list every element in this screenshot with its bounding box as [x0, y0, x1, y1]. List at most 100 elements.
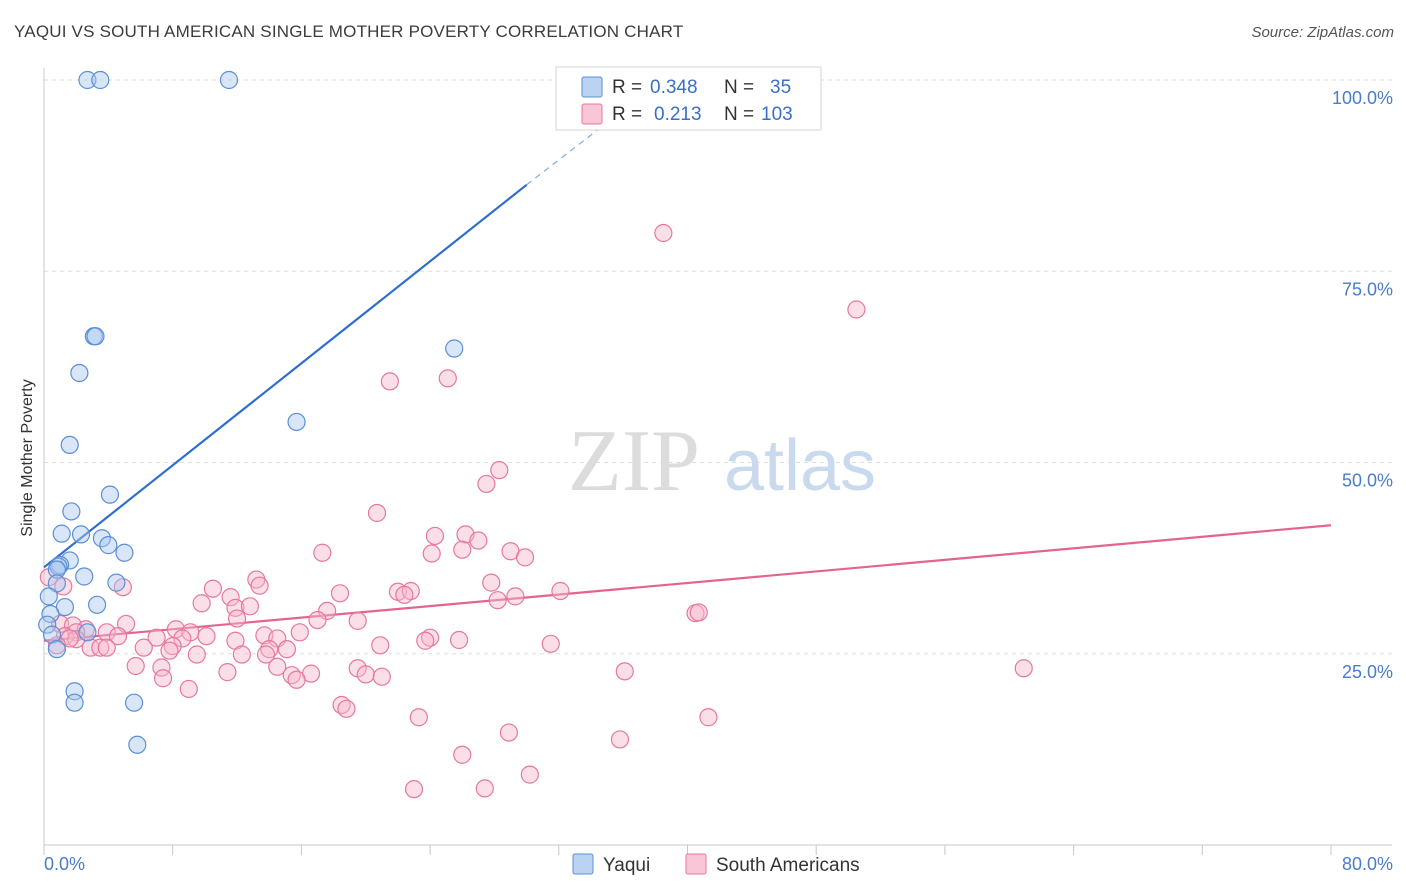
yaqui-point	[52, 524, 71, 543]
south-americans-point	[197, 627, 216, 646]
bottom-legend-swatch-south-americans	[685, 853, 707, 875]
yaqui-point	[107, 573, 126, 592]
yaqui-point	[287, 412, 306, 432]
yaqui-points	[38, 70, 464, 754]
south-americans-point	[409, 708, 428, 727]
south-americans-point	[256, 645, 276, 664]
trendlines	[43, 84, 1332, 642]
south-americans-point	[221, 588, 240, 607]
south-americans-point	[499, 723, 519, 742]
yaqui-point	[71, 525, 91, 544]
yaqui-trendline	[43, 183, 528, 569]
yaqui-point	[124, 693, 144, 712]
south-americans-point	[699, 708, 718, 727]
bottom-legend-swatch-yaqui	[572, 853, 594, 875]
axes	[43, 68, 1392, 855]
south-americans-point	[367, 503, 387, 523]
south-americans-point	[160, 641, 179, 660]
south-americans-point	[610, 730, 630, 749]
watermark-zip: ZIP	[568, 413, 700, 510]
y-tick-label: 25.0%	[1342, 662, 1393, 682]
yaqui-point	[87, 595, 107, 614]
south-americans-point	[654, 223, 673, 243]
gridlines	[44, 79, 1392, 655]
legend-r-label-2: R =	[612, 104, 642, 125]
legend-n-value-1: 35	[770, 77, 791, 98]
south-americans-point	[1014, 659, 1033, 678]
watermark-atlas: atlas	[724, 426, 876, 506]
south-americans-point	[395, 585, 414, 604]
south-americans-point	[482, 573, 501, 592]
x-tick-label-left: 0.0%	[44, 854, 85, 874]
yaqui-point	[60, 435, 79, 455]
yaqui-point	[219, 70, 239, 90]
south-americans-point	[81, 638, 100, 657]
south-americans-point	[453, 540, 472, 559]
y-tick-label: 75.0%	[1342, 279, 1393, 299]
south-americans-point	[469, 531, 488, 550]
south-americans-point	[477, 474, 496, 494]
south-americans-points	[39, 223, 1033, 799]
south-americans-point	[425, 526, 445, 546]
legend-swatch-yaqui	[581, 76, 603, 98]
yaqui-point	[62, 502, 81, 521]
south-americans-point	[318, 601, 337, 621]
south-americans-point	[277, 640, 297, 659]
yaqui-point	[39, 587, 58, 606]
yaqui-point	[47, 560, 66, 579]
bottom-legend-label-south-americans: South Americans	[716, 855, 860, 876]
south-americans-point	[250, 576, 269, 595]
south-americans-point	[126, 656, 145, 676]
south-americans-point	[372, 667, 391, 686]
legend-r-value-1: 0.348	[650, 77, 698, 98]
south-americans-point	[91, 638, 110, 657]
south-americans-point	[260, 640, 279, 659]
south-americans-point	[449, 630, 469, 650]
south-americans-point	[134, 638, 153, 657]
south-americans-point	[506, 587, 525, 606]
y-axis-title: Single Mother Poverty	[19, 379, 36, 536]
yaqui-point	[38, 615, 57, 634]
south-americans-point	[179, 679, 198, 699]
yaqui-point	[91, 70, 110, 90]
bottom-legend-label-yaqui: Yaqui	[603, 855, 650, 876]
x-tick-label-right: 80.0%	[1342, 854, 1393, 874]
legend-swatch-south-americans	[581, 103, 603, 125]
south-americans-point	[488, 591, 507, 610]
south-americans-point	[689, 603, 708, 622]
legend-n-label-2: N =	[724, 104, 754, 125]
south-americans-point	[187, 645, 206, 664]
south-americans-point	[232, 645, 251, 664]
south-americans-point	[337, 699, 356, 718]
yaqui-point	[445, 339, 464, 358]
south-americans-point	[422, 544, 441, 563]
south-americans-point	[108, 627, 128, 646]
south-americans-point	[847, 300, 866, 319]
south-americans-point	[416, 631, 435, 650]
south-americans-point	[475, 779, 494, 798]
south-americans-point	[421, 628, 440, 647]
south-americans-point	[515, 548, 535, 567]
yaqui-point	[55, 597, 75, 617]
yaqui-point	[75, 567, 94, 586]
south-americans-point	[520, 765, 539, 784]
south-americans-trendline	[43, 524, 1332, 642]
south-americans-point	[348, 611, 367, 630]
yaqui-point	[70, 363, 89, 383]
correlation-legend: R = 0.348 N = 35 R = 0.213 N = 103	[555, 66, 822, 131]
yaqui-point	[41, 604, 60, 624]
yaqui-point	[78, 70, 97, 90]
south-americans-point	[490, 461, 509, 480]
south-americans-point	[551, 581, 570, 601]
legend-r-value-2: 0.213	[654, 104, 702, 125]
tick-labels: 25.0% 50.0% 75.0% 100.0% 0.0% 80.0%	[44, 88, 1393, 874]
yaqui-point	[65, 693, 84, 712]
yaqui-point	[115, 543, 134, 562]
south-americans-point	[330, 584, 350, 603]
south-americans-point	[615, 662, 634, 681]
south-americans-point	[268, 657, 287, 676]
south-americans-point	[153, 669, 173, 688]
legend-r-label-1: R =	[612, 77, 642, 98]
source-label: Source: ZipAtlas.com	[1251, 24, 1394, 41]
